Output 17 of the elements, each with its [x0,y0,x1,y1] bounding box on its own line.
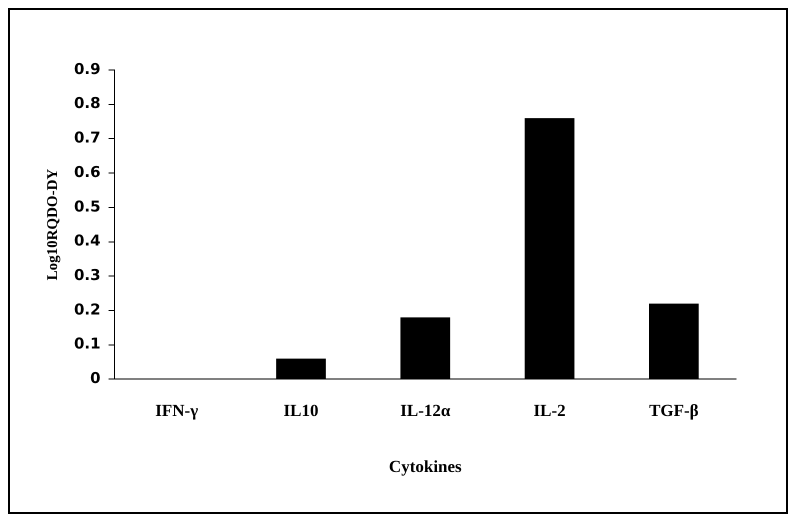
y-tick-label: 0.7 [74,128,101,147]
x-axis-title: Cytokines [388,457,462,476]
y-tick-label: 0.4 [74,232,101,250]
y-tick-label: 0.2 [74,300,101,318]
y-tick-label: 0.5 [74,197,101,216]
x-tick-label: IL-12α [400,400,451,420]
y-tick-label: 0.8 [74,94,101,112]
y-axis-title: Log10RQDO-DY [44,168,61,280]
x-tick-label: IL-2 [534,400,566,420]
y-tick-label: 0.9 [74,60,101,78]
y-tick-label: 0.6 [74,162,101,181]
y-tick-label: 0.1 [74,334,101,353]
x-tick-label: TGF-β [649,400,699,420]
x-tick-label: IFN-γ [155,400,198,420]
x-tick-label: IL10 [284,400,318,420]
y-tick-label: 0 [90,369,101,388]
y-tick-label: 0.3 [74,266,101,284]
